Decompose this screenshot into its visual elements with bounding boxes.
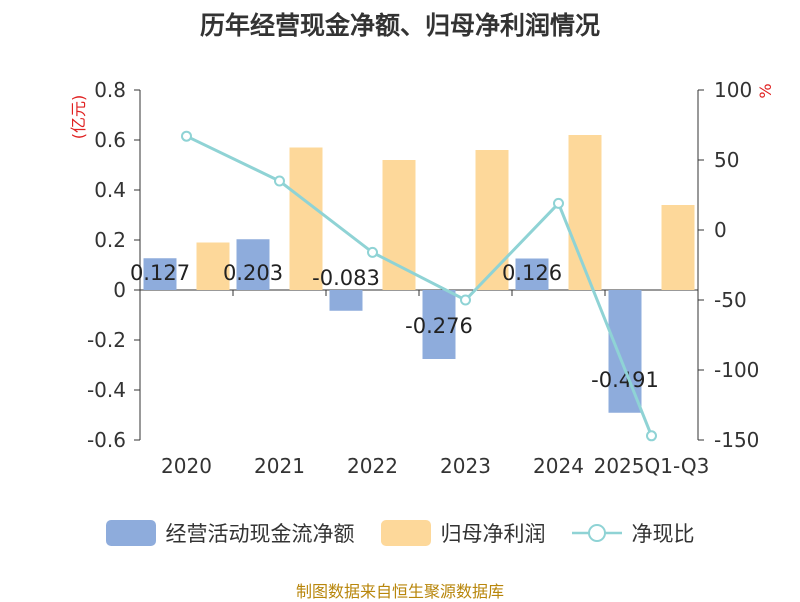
x-tick-label: 2021 — [254, 454, 305, 478]
bar-value-label: 0.126 — [502, 261, 562, 285]
right-tick-label: -150 — [714, 428, 759, 452]
left-tick-label: 0.2 — [94, 228, 126, 252]
legend-item-ratio[interactable]: 净现比 — [571, 518, 695, 548]
bar-cashflow — [143, 258, 177, 290]
ratio-point — [460, 294, 471, 306]
x-tick-label: 2023 — [440, 454, 491, 478]
ratio-point — [646, 430, 657, 442]
x-tick-label: 2025Q1-Q3 — [594, 454, 710, 478]
left-tick-label: -0.6 — [87, 428, 126, 452]
ratio-point — [181, 130, 192, 142]
bar-net-profit — [661, 205, 695, 290]
bar-value-label: -0.083 — [312, 266, 380, 290]
legend-label-net-profit: 归母净利润 — [440, 522, 546, 546]
source-footer: 制图数据来自恒生聚源数据库 — [295, 582, 504, 601]
x-tick-label: 2024 — [533, 454, 584, 478]
left-tick-label: 0.4 — [94, 178, 126, 202]
ratio-point — [367, 246, 378, 258]
left-tick-label: 0.6 — [94, 128, 126, 152]
bar-value-label: 0.127 — [130, 261, 190, 285]
bar-cashflow — [515, 258, 549, 290]
right-tick-label: -100 — [714, 358, 759, 382]
right-axis-unit-label: % — [756, 83, 775, 98]
bar-net-profit — [289, 147, 323, 290]
x-tick-label: 2020 — [161, 454, 212, 478]
right-tick-label: 50 — [714, 148, 739, 172]
legend-line-marker-icon — [571, 524, 622, 542]
bar-net-profit — [382, 160, 416, 290]
x-tick-label: 2022 — [347, 454, 398, 478]
left-tick-label: -0.4 — [87, 378, 126, 402]
bar-net-profit — [196, 242, 230, 290]
bar-cashflow — [329, 290, 363, 311]
legend-label-ratio: 净现比 — [631, 522, 695, 546]
bar-net-profit — [475, 150, 509, 290]
legend-swatch-cashflow — [105, 520, 156, 546]
bar-net-profit — [568, 135, 602, 290]
legend-label-cashflow: 经营活动现金流净额 — [165, 522, 355, 546]
bar-value-label: 0.203 — [223, 261, 283, 285]
legend-item-cashflow[interactable]: 经营活动现金流净额 — [105, 518, 355, 548]
bar-value-label: -0.276 — [405, 314, 473, 338]
right-tick-label: -50 — [714, 288, 747, 312]
legend-swatch-net-profit — [380, 520, 431, 546]
legend-item-net-profit[interactable]: 归母净利润 — [380, 518, 546, 548]
left-tick-label: 0.8 — [94, 78, 126, 102]
ratio-point — [274, 175, 285, 187]
bar-cashflow — [608, 290, 642, 413]
bar-cashflow — [422, 290, 456, 359]
bar-cashflow — [236, 239, 270, 290]
left-axis-unit-label: (亿元) — [69, 95, 88, 140]
right-tick-label: 0 — [714, 218, 727, 242]
right-tick-label: 100 — [714, 78, 752, 102]
ratio-point — [553, 197, 564, 209]
chart-legend: 经营活动现金流净额 归母净利润 净现比 — [0, 518, 800, 548]
left-tick-label: 0 — [113, 278, 126, 302]
left-tick-label: -0.2 — [87, 328, 126, 352]
chart-title: 历年经营现金净额、归母净利润情况 — [199, 11, 600, 40]
ratio-line — [185, 134, 653, 437]
